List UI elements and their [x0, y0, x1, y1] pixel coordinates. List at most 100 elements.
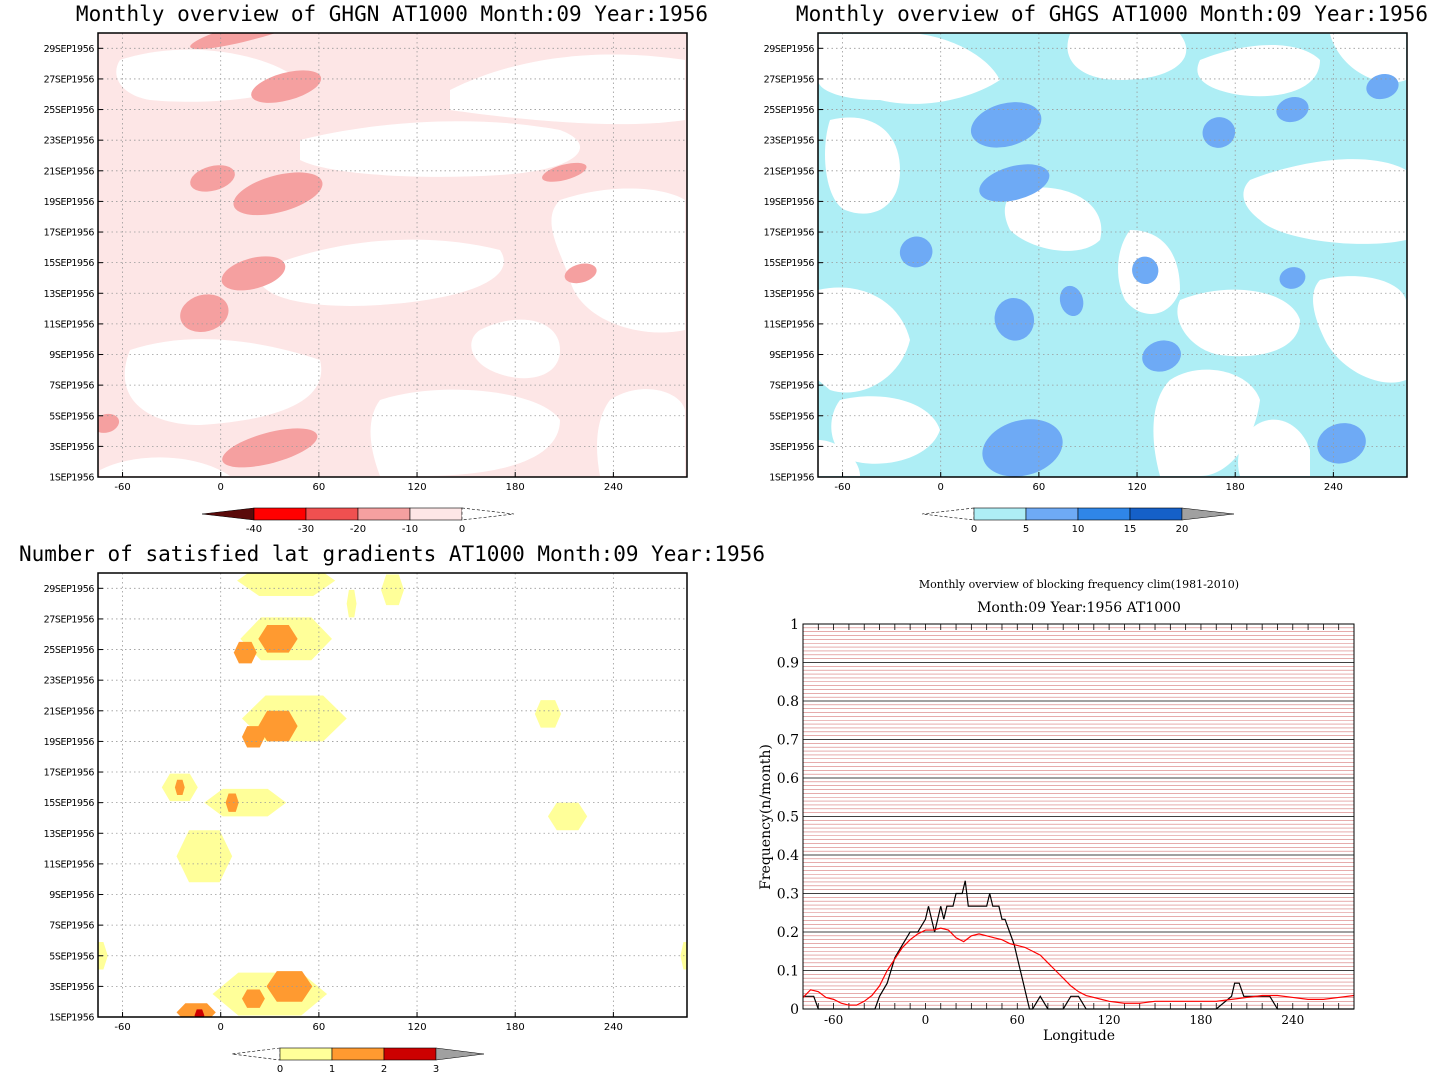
ghgs-chart-title: Monthly overview of GHGS AT1000 Month:09… — [796, 2, 1428, 26]
ghgn-colorbar-extension-high — [461, 507, 515, 521]
ghgn-y-tick-label: 9SEP1956 — [49, 350, 94, 361]
lat-patch — [534, 700, 562, 728]
lat-colorbar-label: 3 — [433, 1064, 439, 1075]
ghgs-y-tick-label: 29SEP1956 — [764, 44, 815, 55]
freq-y-tick-label: 0 — [790, 1002, 799, 1018]
lat-patch — [241, 726, 265, 748]
ghgs-x-tick-label: 240 — [1324, 482, 1343, 493]
ghgs-patch — [1142, 340, 1181, 372]
lat-y-tick-label: 9SEP1956 — [49, 890, 94, 901]
ghgs-x-tick-label: 0 — [938, 482, 944, 493]
lat-patch — [204, 788, 287, 817]
ghgn-y-axis: 29SEP1956 27SEP1956 25SEP1956 23SEP1956 21SE… — [44, 44, 103, 484]
ghgn-patch — [222, 428, 318, 468]
lat-y-tick-label: 11SEP1956 — [44, 859, 95, 870]
lat-y-tick-label: 23SEP1956 — [44, 676, 95, 687]
blocking-frequency-plot-frame — [802, 623, 1355, 1010]
lat-patch — [176, 830, 233, 883]
lat-y-tick-label: 25SEP1956 — [44, 645, 95, 656]
ghgs-colorbar: 0 5 10 15 20 — [921, 507, 1235, 535]
lat-gradients-panel: Number of satisfied lat gradients AT1000… — [19, 542, 765, 1075]
ghgn-colorbar-extension-low — [201, 507, 255, 521]
lat-patch — [225, 793, 239, 812]
lat-patch — [176, 1003, 216, 1017]
lat-y-tick-label: 19SEP1956 — [44, 737, 95, 748]
lat-gradients-patches — [98, 573, 687, 1017]
ghgs-patch — [1276, 96, 1309, 123]
ghgs-y-tick-label: 21SEP1956 — [764, 166, 815, 177]
freq-y-tick-label: 0.6 — [777, 771, 799, 787]
freq-x-tick-label: 240 — [1281, 1013, 1304, 1027]
ghgn-panel: Monthly overview of GHGN AT1000 Month:09… — [44, 2, 709, 535]
ghgs-y-tick-label: 17SEP1956 — [764, 228, 815, 239]
ghgn-colorbar-label: -20 — [350, 524, 366, 535]
ghgn-x-tick-label: 240 — [604, 482, 623, 493]
freq-y-tick-label: 0.2 — [777, 925, 799, 941]
lat-gradients-y-axis: 29SEP1956 27SEP1956 25SEP1956 23SEP1956 21SE… — [44, 584, 103, 1024]
ghgs-colorbar-label: 15 — [1124, 524, 1137, 535]
lat-y-tick-label: 7SEP1956 — [49, 921, 94, 932]
ghgs-patch — [970, 102, 1042, 148]
ghgs-white-region — [818, 287, 910, 393]
ghgs-y-tick-label: 15SEP1956 — [764, 258, 815, 269]
ghgn-colorbar-segment — [253, 507, 307, 521]
ghgs-colorbar-label: 0 — [971, 524, 977, 535]
freq-x-tick-label: 60 — [1010, 1013, 1025, 1027]
ghgs-y-tick-label: 13SEP1956 — [764, 289, 815, 300]
ghgs-white-region — [1313, 276, 1406, 383]
freq-x-tick-label: -60 — [824, 1013, 843, 1027]
ghgs-x-tick-label: 120 — [1127, 482, 1146, 493]
freq-y-tick-label: 0.7 — [777, 733, 799, 749]
ghgs-colorbar-label: 10 — [1072, 524, 1085, 535]
lat-y-tick-label: 3SEP1956 — [49, 982, 94, 993]
ghgs-white-region — [1004, 187, 1102, 251]
ghgs-patch — [982, 419, 1063, 477]
ghgs-white-region — [1067, 34, 1187, 80]
ghgs-y-tick-label: 25SEP1956 — [764, 105, 815, 116]
lat-x-tick-label: 180 — [506, 1022, 525, 1033]
ghgs-patch — [979, 164, 1050, 202]
lat-patch — [346, 589, 357, 618]
ghgn-y-tick-label: 29SEP1956 — [44, 44, 95, 55]
lat-colorbar-extension-high — [435, 1047, 485, 1061]
lat-patch — [266, 971, 313, 1002]
ghgn-white-region — [100, 457, 230, 476]
ghgn-colorbar-label: -10 — [402, 524, 418, 535]
ghgn-white-region — [597, 389, 685, 476]
ghgs-white-region — [1330, 34, 1406, 83]
ghgn-y-tick-label: 3SEP1956 — [49, 442, 94, 453]
lat-y-tick-label: 13SEP1956 — [44, 829, 95, 840]
ghgn-colorbar-label: 0 — [459, 524, 465, 535]
ghgn-colorbar: -40 -30 -20 -10 0 — [201, 507, 515, 535]
ghgs-y-tick-label: 9SEP1956 — [769, 350, 814, 361]
ghgs-white-region — [825, 117, 900, 214]
ghgs-patch — [899, 236, 933, 268]
blocking-frequency-x-label: Longitude — [1043, 1028, 1115, 1044]
lat-x-tick-label: 0 — [218, 1022, 224, 1033]
freq-y-tick-label: 0.8 — [777, 694, 799, 710]
ghgn-white-region — [258, 239, 504, 306]
ghgn-x-tick-label: 120 — [407, 482, 426, 493]
ghgn-patch — [564, 263, 597, 284]
lat-colorbar-segment — [331, 1047, 385, 1061]
ghgn-patch — [251, 70, 322, 103]
lat-gradients-plot-frame — [97, 572, 688, 1018]
lat-x-tick-label: 120 — [407, 1022, 426, 1033]
lat-patch — [547, 802, 588, 831]
ghgn-x-axis: -60 0 60 120 180 240 — [114, 472, 623, 493]
lat-patch — [233, 641, 257, 664]
ghgs-white-region — [1243, 159, 1406, 244]
lat-x-tick-label: -60 — [114, 1022, 130, 1033]
ghgs-colorbar-segment — [1077, 507, 1131, 521]
ghgs-panel: Monthly overview of GHGS AT1000 Month:09… — [764, 2, 1429, 535]
ghgn-x-tick-label: 180 — [506, 482, 525, 493]
ghgs-colorbar-segment — [1025, 507, 1079, 521]
blocking-frequency-grid — [802, 623, 1355, 1010]
ghgs-y-tick-label: 23SEP1956 — [764, 136, 815, 147]
lat-gradients-colorbar: 0 1 2 3 — [231, 1047, 485, 1075]
lat-patch — [241, 989, 265, 1008]
ghgs-x-axis: -60 0 60 120 180 240 — [834, 472, 1343, 493]
freq-x-tick-label: 180 — [1189, 1013, 1212, 1027]
lat-gradients-plot-background — [98, 573, 687, 1017]
